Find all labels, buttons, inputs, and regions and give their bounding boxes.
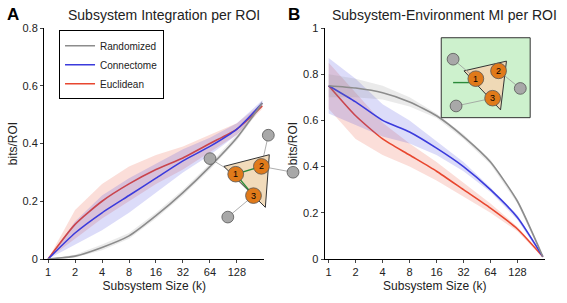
svg-text:bits/ROI: bits/ROI — [286, 122, 300, 165]
svg-text:Subsystem Size (k): Subsystem Size (k) — [383, 279, 486, 293]
svg-text:Subsystem Size (k): Subsystem Size (k) — [103, 279, 206, 293]
svg-text:Subsystem Integration per ROI: Subsystem Integration per ROI — [68, 7, 260, 23]
svg-text:16: 16 — [150, 266, 162, 278]
svg-text:2: 2 — [72, 266, 78, 278]
svg-text:0: 0 — [32, 253, 38, 265]
svg-text:0.2: 0.2 — [303, 207, 318, 219]
svg-text:Connectome: Connectome — [100, 60, 157, 71]
svg-text:0.4: 0.4 — [23, 137, 38, 149]
svg-text:8: 8 — [406, 266, 412, 278]
svg-text:2: 2 — [353, 266, 359, 278]
svg-text:bits/ROI: bits/ROI — [6, 122, 20, 165]
svg-text:Euclidean: Euclidean — [100, 79, 144, 90]
svg-text:1: 1 — [45, 266, 51, 278]
svg-text:3: 3 — [251, 191, 256, 201]
svg-text:0: 0 — [312, 253, 318, 265]
svg-text:1: 1 — [312, 22, 318, 34]
svg-text:0.8: 0.8 — [23, 22, 38, 34]
svg-text:0.6: 0.6 — [23, 80, 38, 92]
svg-text:128: 128 — [508, 266, 526, 278]
svg-text:16: 16 — [430, 266, 442, 278]
svg-text:0.2: 0.2 — [23, 195, 38, 207]
svg-text:32: 32 — [457, 266, 469, 278]
svg-text:0.8: 0.8 — [303, 68, 318, 80]
svg-text:0.4: 0.4 — [303, 160, 318, 172]
svg-text:64: 64 — [204, 266, 216, 278]
svg-text:32: 32 — [177, 266, 189, 278]
svg-text:4: 4 — [380, 266, 386, 278]
svg-text:Randomized: Randomized — [100, 41, 156, 52]
svg-text:1: 1 — [473, 74, 478, 84]
svg-text:A: A — [7, 5, 19, 24]
svg-text:3: 3 — [490, 93, 495, 103]
svg-text:B: B — [288, 5, 300, 24]
svg-text:2: 2 — [259, 161, 264, 171]
svg-text:4: 4 — [99, 266, 105, 278]
svg-text:1: 1 — [326, 266, 332, 278]
svg-text:64: 64 — [484, 266, 496, 278]
svg-text:8: 8 — [126, 266, 132, 278]
svg-text:1: 1 — [233, 169, 238, 179]
svg-text:128: 128 — [228, 266, 246, 278]
svg-text:2: 2 — [496, 66, 501, 76]
svg-text:0.6: 0.6 — [303, 114, 318, 126]
svg-text:Subsystem-Environment MI per R: Subsystem-Environment MI per ROI — [332, 7, 557, 23]
